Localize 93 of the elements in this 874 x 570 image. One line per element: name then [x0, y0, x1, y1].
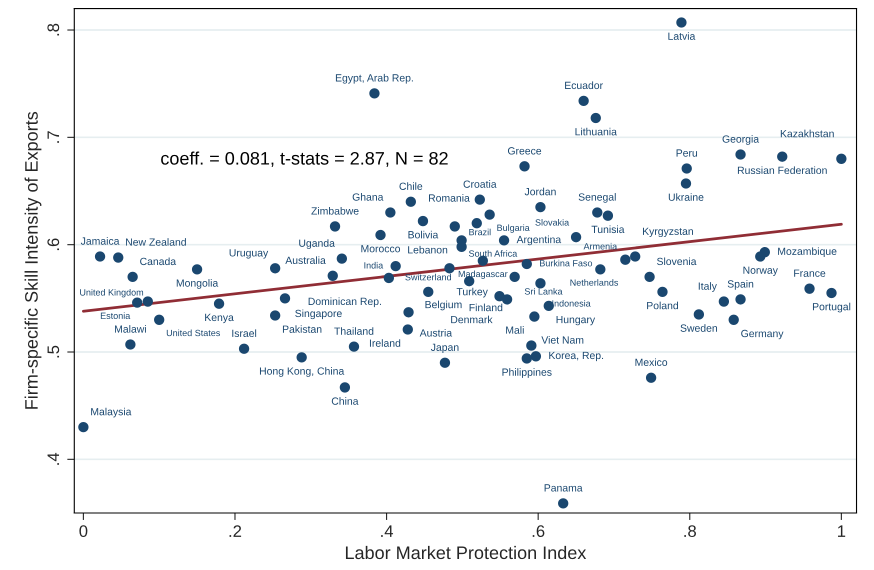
- annotation: Philippines: [502, 368, 552, 378]
- annotation: Croatia: [464, 180, 497, 188]
- annotation: Dominican Rep.: [308, 297, 381, 308]
- annotation: Zimbabwe: [311, 206, 359, 215]
- x-tick-label: .6: [532, 525, 544, 538]
- annotation: Portugal: [812, 302, 850, 312]
- annotation: Estonia: [100, 312, 130, 319]
- annotation: Poland: [647, 302, 678, 310]
- annotation: Pakistan: [282, 325, 322, 333]
- y-tick-label: .8: [47, 24, 60, 36]
- annotation: Romania: [429, 194, 470, 202]
- x-tick-label: .4: [381, 525, 394, 537]
- annotation: Germany: [741, 330, 784, 340]
- y-tick-label: .5: [48, 346, 60, 358]
- annotation: Peru: [676, 149, 698, 157]
- annotation: Canada: [140, 257, 176, 266]
- annotation: Bulgaria: [497, 224, 530, 233]
- annotation: Austria: [420, 328, 452, 337]
- annotation: Jordan: [524, 188, 556, 196]
- annotation: Mexico: [635, 358, 668, 366]
- annotation: Hungary: [556, 316, 596, 326]
- x-tick-label: 0: [79, 525, 88, 538]
- annotation: Slovakia: [535, 219, 570, 226]
- annotation: Finland: [470, 304, 502, 312]
- annotation: Netherlands: [570, 279, 618, 286]
- annotation: Ecuador: [565, 81, 603, 90]
- annotation: United Kingdom: [80, 288, 144, 298]
- annotation: Thailand: [334, 327, 374, 335]
- annotation: Mongolia: [176, 279, 218, 289]
- annotation: Australia: [285, 256, 326, 264]
- annotation: Mali: [506, 326, 524, 334]
- annotation: South Africa: [468, 250, 518, 257]
- annotation: Georgia: [722, 135, 760, 145]
- annotation: Israel: [232, 329, 256, 338]
- annotation: Switzerland: [405, 274, 452, 280]
- y-tick-label: .7: [48, 131, 60, 143]
- annotation: India: [364, 262, 384, 269]
- annotation: coeff. = 0.081, t-stats = 2.87, N = 82: [161, 151, 448, 167]
- annotation: Uruguay: [230, 249, 268, 259]
- y-axis-title: Firm-specific Skill Intensity of Exports: [24, 112, 42, 409]
- annotation: Madagascar: [458, 270, 508, 279]
- annotation: Italy: [698, 282, 717, 292]
- annotation: Singapore: [295, 309, 342, 320]
- annotation: Burkina Faso: [540, 260, 592, 266]
- annotation: Kyrgyzstan: [642, 228, 693, 238]
- annotation: Turkey: [456, 288, 488, 298]
- annotation: Hong Kong, China: [260, 367, 344, 377]
- annotation: Tunisia: [592, 225, 624, 234]
- annotation: Lithuania: [575, 128, 617, 136]
- annotation: Russian Federation: [738, 166, 827, 174]
- annotation: Senegal: [578, 193, 616, 203]
- annotation: Jamaica: [80, 237, 120, 245]
- x-tick-label: .2: [230, 525, 242, 537]
- annotation: Kazakhstan: [780, 130, 834, 138]
- annotation: United States: [166, 330, 220, 336]
- annotation: Latvia: [668, 32, 696, 40]
- annotation: Sri Lanka: [524, 288, 563, 295]
- y-tick-label: .6: [47, 238, 60, 250]
- annotation: France: [794, 270, 826, 277]
- annotation: Indonesia: [552, 300, 591, 307]
- annotation: Malaysia: [91, 408, 132, 418]
- annotation: Bolivia: [408, 230, 438, 238]
- annotation: Korea, Rep.: [549, 352, 604, 362]
- annotation: Argentina: [516, 236, 562, 246]
- x-tick-label: .8: [684, 525, 696, 538]
- x-axis-title: Labor Market Protection Index: [346, 546, 586, 560]
- annotation: Lebanon: [408, 246, 448, 254]
- annotation: Spain: [728, 280, 754, 290]
- annotation: Belgium: [425, 300, 462, 310]
- annotation: Viet Nam: [541, 336, 584, 344]
- annotation: Morocco: [361, 245, 400, 252]
- annotation: Norway: [743, 266, 778, 276]
- annotation: Malawi: [115, 325, 146, 333]
- y-tick-label: .4: [48, 452, 60, 465]
- annotation: Ghana: [352, 193, 384, 201]
- annotation: Panama: [544, 484, 583, 492]
- annotation: China: [332, 397, 358, 405]
- annotation: Kenya: [205, 314, 234, 324]
- annotation: Ireland: [370, 339, 400, 347]
- annotation: Armenia: [584, 242, 618, 250]
- annotation: Mozambique: [778, 247, 836, 258]
- annotation: Uganda: [299, 239, 335, 249]
- annotation: Greece: [508, 147, 542, 155]
- annotation: New Zealand: [126, 238, 186, 246]
- x-tick-label: 1: [838, 525, 846, 537]
- annotation: Egypt, Arab Rep.: [336, 74, 413, 84]
- annotation: Japan: [430, 344, 458, 354]
- annotation: Denmark: [451, 316, 493, 324]
- annotation: Sweden: [680, 324, 718, 332]
- annotation: Brazil: [469, 228, 491, 236]
- annotation: Chile: [399, 182, 422, 190]
- annotation: Slovenia: [657, 257, 696, 266]
- annotation: Ukraine: [668, 193, 704, 201]
